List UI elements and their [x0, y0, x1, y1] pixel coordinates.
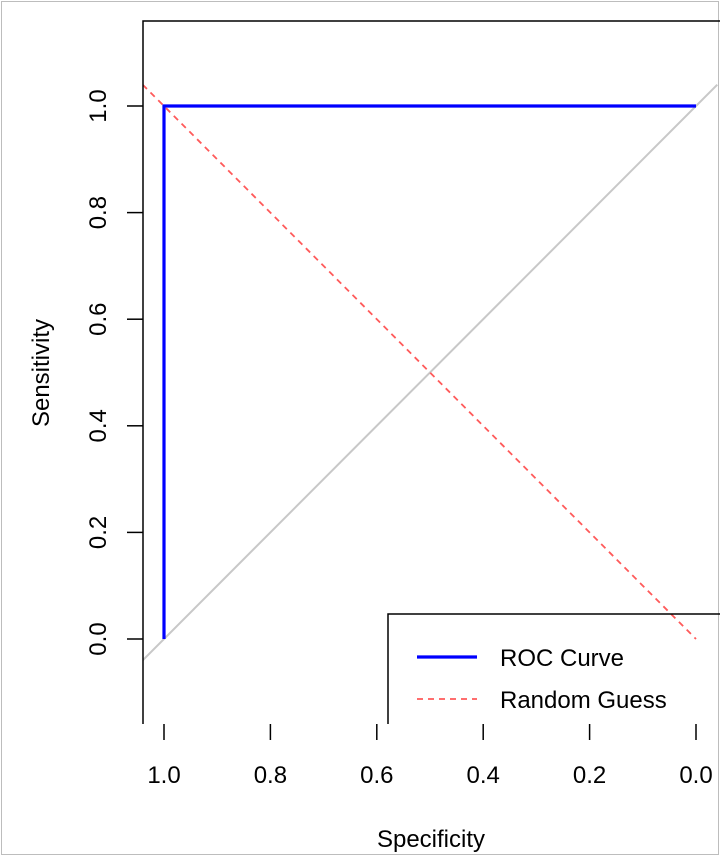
- y-tick-label: 0.6: [85, 303, 112, 336]
- legend-label: ROC Curve: [500, 645, 624, 672]
- legend-label: Random Guess: [500, 687, 667, 714]
- x-tick-label: 0.6: [360, 762, 393, 789]
- random-guess-line: [143, 84, 697, 640]
- x-tick-label: 0.2: [573, 762, 606, 789]
- y-tick-label: 0.8: [85, 196, 112, 229]
- y-axis-title: Sensitivity: [28, 319, 55, 427]
- diagonal-reference-line: [143, 83, 718, 662]
- x-axis-title: Specificity: [377, 826, 485, 853]
- y-tick-label: 0.4: [85, 409, 112, 442]
- legend: ROC Curve Random Guess: [387, 613, 720, 724]
- y-axis: 0.0 0.2 0.4 0.6 0.8 1.0: [85, 89, 143, 656]
- plot-box: [142, 20, 720, 724]
- x-tick-label: 0.4: [467, 762, 500, 789]
- roc-curve-line: [162, 104, 696, 639]
- y-tick-label: 1.0: [85, 89, 112, 122]
- x-axis: 1.0 0.8 0.6 0.4 0.2 0.0: [147, 724, 713, 789]
- legend-box: [387, 613, 720, 724]
- x-tick-label: 1.0: [147, 762, 180, 789]
- x-tick-label: 0.0: [679, 762, 712, 789]
- y-tick-label: 0.2: [85, 516, 112, 549]
- plot-lines: [143, 83, 718, 662]
- x-tick-label: 0.8: [254, 762, 287, 789]
- y-tick-label: 0.0: [85, 622, 112, 655]
